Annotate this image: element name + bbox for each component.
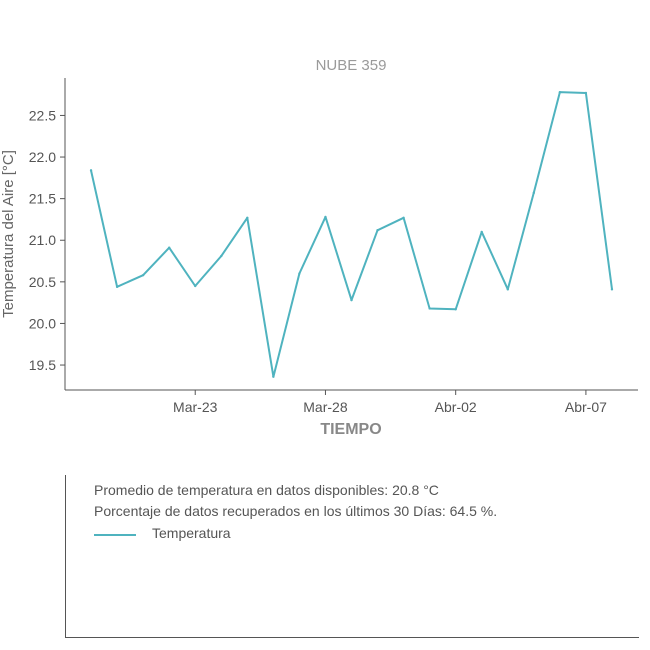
- data-point: [324, 215, 327, 219]
- temperature-series-line: [90, 91, 613, 378]
- data-point: [115, 285, 119, 289]
- data-point: [350, 298, 353, 302]
- info-panel: Promedio de temperatura en datos disponi…: [65, 475, 639, 638]
- legend-label: Temperatura: [152, 525, 231, 541]
- data-point: [194, 284, 197, 288]
- x-axis-label: TIEMPO: [320, 421, 381, 438]
- x-tick-label: Abr-02: [435, 399, 477, 415]
- data-point: [376, 229, 379, 232]
- data-point: [298, 272, 301, 275]
- y-tick-label: 22.0: [29, 149, 56, 165]
- data-point: [532, 191, 536, 195]
- data-point: [141, 273, 145, 277]
- y-tick-label: 22.5: [29, 107, 56, 123]
- data-point: [402, 216, 405, 219]
- data-point: [610, 288, 614, 291]
- y-tick-label: 20.0: [29, 315, 56, 331]
- y-axis-label: Temperatura del Aire [°C]: [0, 150, 17, 318]
- data-point: [558, 90, 562, 94]
- data-recovery-text: Porcentaje de datos recuperados en los ú…: [94, 503, 498, 519]
- data-point: [272, 375, 275, 378]
- y-ticks: 19.5 20.0 20.5 21.0 21.5 22.0 22.5: [29, 107, 65, 373]
- y-tick-label: 20.5: [29, 274, 56, 290]
- chart-title: NUBE 359: [316, 57, 387, 74]
- y-tick-label: 21.0: [29, 232, 56, 248]
- data-point: [167, 246, 171, 249]
- data-point: [480, 230, 483, 234]
- temperature-line-chart: NUBE 359 19.5 20.0 20.5 21.0 21.5 22.0 22.5 Ma…: [0, 57, 638, 438]
- average-temperature-text: Promedio de temperatura en datos disponi…: [94, 482, 439, 498]
- data-point: [89, 169, 93, 172]
- x-tick-label: Mar-23: [173, 399, 218, 415]
- x-ticks: Mar-23 Mar-28 Abr-02 Abr-07: [173, 390, 607, 415]
- legend-swatch: [94, 534, 136, 536]
- data-point: [220, 254, 223, 258]
- data-point: [506, 288, 509, 291]
- data-point: [454, 308, 457, 311]
- data-point: [584, 91, 588, 95]
- series-points: [89, 90, 614, 378]
- y-tick-label: 19.5: [29, 357, 56, 373]
- data-point: [428, 307, 431, 310]
- x-tick-label: Abr-07: [565, 399, 607, 415]
- y-tick-label: 21.5: [29, 191, 56, 207]
- data-point: [246, 216, 249, 219]
- x-tick-label: Mar-28: [303, 399, 348, 415]
